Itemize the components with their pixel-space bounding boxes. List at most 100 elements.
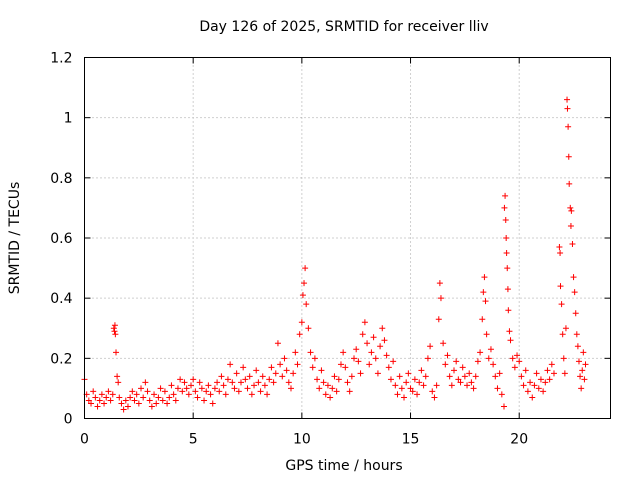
x-tick-label: 15 — [402, 432, 420, 448]
data-point — [504, 286, 511, 293]
x-axis-label: GPS time / hours — [285, 458, 402, 474]
data-point — [498, 391, 505, 398]
data-point — [357, 370, 364, 377]
data-point — [296, 331, 303, 338]
data-point — [98, 391, 105, 398]
data-point — [264, 391, 271, 398]
data-point — [385, 364, 392, 371]
data-point — [504, 265, 511, 272]
data-point — [374, 370, 381, 377]
data-point — [422, 373, 429, 380]
grid — [84, 57, 611, 419]
data-point — [455, 376, 462, 383]
data-point — [560, 355, 567, 362]
data-point — [562, 325, 569, 332]
data-point — [451, 367, 458, 374]
x-tick-label: 5 — [189, 432, 198, 448]
data-point — [411, 376, 418, 383]
data-point — [581, 376, 588, 383]
data-point — [255, 379, 262, 386]
data-point — [457, 379, 464, 386]
data-point — [159, 397, 166, 404]
data-point — [461, 373, 468, 380]
data-point — [575, 358, 582, 365]
data-point — [214, 379, 221, 386]
data-point — [437, 295, 444, 302]
data-point — [372, 355, 379, 362]
data-point — [111, 322, 118, 329]
data-point — [574, 343, 581, 350]
data-point — [88, 400, 95, 407]
data-point — [142, 379, 149, 386]
data-point — [477, 349, 484, 356]
data-point — [290, 370, 297, 377]
data-point — [546, 376, 553, 383]
data-point — [379, 325, 386, 332]
y-axis-label: SRMTID / TECUs — [7, 182, 23, 295]
data-point — [444, 352, 451, 359]
y-tick-label: 1 — [64, 111, 73, 127]
data-point — [237, 379, 244, 386]
data-point — [482, 298, 489, 305]
data-point — [572, 310, 579, 317]
data-point — [277, 361, 284, 368]
data-point — [198, 385, 205, 392]
data-point — [96, 397, 103, 404]
data-point — [109, 391, 116, 398]
data-point — [492, 373, 499, 380]
data-point — [242, 376, 249, 383]
data-point — [209, 400, 216, 407]
data-point — [342, 364, 349, 371]
data-point — [436, 280, 443, 287]
y-tick-label: 0.2 — [50, 351, 72, 367]
data-point — [161, 388, 168, 395]
data-point — [565, 123, 572, 130]
data-point — [561, 370, 568, 377]
data-point — [172, 397, 179, 404]
data-point — [418, 367, 425, 374]
data-point — [270, 379, 277, 386]
data-point — [205, 382, 212, 389]
x-tick-label: 10 — [293, 432, 311, 448]
data-point — [420, 382, 427, 389]
data-point — [550, 370, 557, 377]
data-point — [564, 96, 571, 103]
data-point — [568, 207, 575, 214]
data-point — [527, 379, 534, 386]
data-point — [540, 388, 547, 395]
data-point — [140, 394, 147, 401]
data-point — [113, 349, 120, 356]
data-point — [479, 316, 486, 323]
data-point — [181, 379, 188, 386]
data-point — [474, 358, 481, 365]
data-point — [235, 388, 242, 395]
data-point — [392, 382, 399, 389]
data-point — [331, 373, 338, 380]
data-point — [192, 388, 199, 395]
data-point — [320, 379, 327, 386]
data-point — [116, 394, 123, 401]
x-tick-label: 0 — [80, 432, 89, 448]
data-point — [502, 192, 509, 199]
data-point — [261, 382, 268, 389]
data-point — [435, 316, 442, 323]
y-tick-label: 0.4 — [50, 291, 72, 307]
data-point — [299, 292, 306, 299]
data-point — [381, 337, 388, 344]
data-point — [466, 370, 473, 377]
data-point — [468, 379, 475, 386]
data-point — [335, 376, 342, 383]
data-point — [129, 388, 136, 395]
data-point — [470, 385, 477, 392]
data-point — [222, 391, 229, 398]
data-point — [340, 349, 347, 356]
data-point — [355, 358, 362, 365]
data-point — [557, 283, 564, 290]
data-point — [542, 379, 549, 386]
data-point — [185, 391, 192, 398]
data-point — [348, 373, 355, 380]
data-point — [522, 367, 529, 374]
data-point — [233, 370, 240, 377]
data-point — [559, 331, 566, 338]
